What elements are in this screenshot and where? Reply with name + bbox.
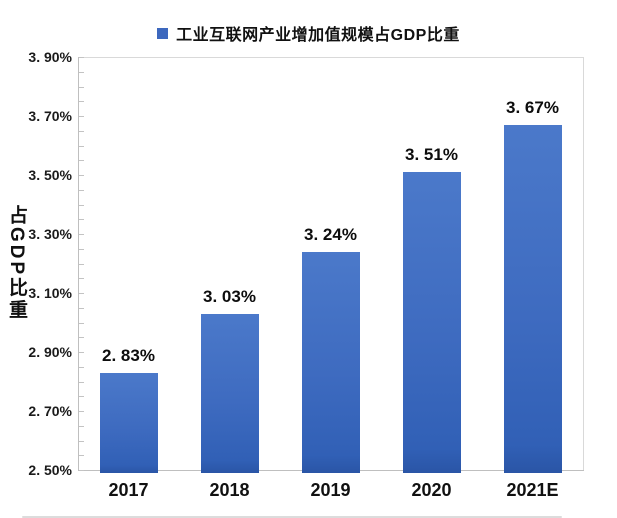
- x-tick-label-2019: 2019: [310, 480, 351, 500]
- bar-2021E: [503, 124, 562, 473]
- y-axis-minor-tick: [79, 87, 84, 88]
- y-tick-label: 2. 90%: [28, 344, 72, 360]
- y-axis-minor-tick: [79, 293, 84, 294]
- x-tick-label-2017: 2017: [108, 480, 149, 500]
- x-tick-label-2020: 2020: [411, 480, 452, 500]
- y-tick-label: 3. 70%: [28, 108, 72, 124]
- legend-label: 工业互联网产业增加值规模占GDP比重: [176, 27, 460, 44]
- y-axis-minor-tick: [79, 190, 84, 191]
- data-label-2018: 3. 03%: [203, 286, 256, 306]
- bar-2020: [402, 172, 461, 473]
- y-axis-minor-tick: [79, 219, 84, 220]
- data-label-2017: 2. 83%: [102, 345, 155, 365]
- y-axis-line: [78, 57, 79, 470]
- y-axis-minor-tick: [79, 396, 84, 397]
- plot-right-border: [583, 57, 584, 470]
- y-axis-minor-tick: [79, 308, 84, 309]
- y-axis-minor-tick: [79, 352, 84, 353]
- y-axis-minor-tick: [79, 72, 84, 73]
- y-tick-label: 2. 70%: [28, 403, 72, 419]
- data-label-2020: 3. 51%: [405, 145, 458, 165]
- y-axis-minor-tick: [79, 57, 84, 58]
- y-axis-minor-tick: [79, 426, 84, 427]
- y-axis-minor-tick: [79, 411, 84, 412]
- y-axis-minor-tick: [79, 101, 84, 102]
- y-axis-minor-tick: [79, 367, 84, 368]
- bar-2019: [301, 251, 360, 473]
- bar-2018: [200, 313, 259, 473]
- plot-top-border: [78, 57, 583, 58]
- x-tick-label-2021E: 2021E: [506, 480, 559, 500]
- y-tick-label: 3. 30%: [28, 226, 72, 242]
- y-axis-minor-tick: [79, 175, 84, 176]
- y-axis-minor-tick: [79, 264, 84, 265]
- y-axis-minor-tick: [79, 337, 84, 338]
- y-axis-minor-tick: [79, 234, 84, 235]
- y-axis-minor-tick: [79, 470, 84, 471]
- legend: 工业互联网产业增加值规模占GDP比重: [0, 21, 617, 45]
- bar-2017: [99, 372, 158, 473]
- x-tick-label-2018: 2018: [209, 480, 250, 500]
- y-axis-minor-tick: [79, 116, 84, 117]
- y-tick-label: 2. 50%: [28, 462, 72, 478]
- y-axis-minor-tick: [79, 131, 84, 132]
- data-label-2019: 3. 24%: [304, 224, 357, 244]
- legend-marker-icon: [157, 27, 169, 39]
- y-axis-minor-tick: [79, 160, 84, 161]
- y-tick-label: 3. 90%: [28, 49, 72, 65]
- y-tick-label: 3. 10%: [28, 285, 72, 301]
- data-label-2021E: 3. 67%: [506, 97, 559, 117]
- y-axis-minor-tick: [79, 323, 84, 324]
- y-axis-minor-tick: [79, 455, 84, 456]
- bottom-shadow: [22, 516, 562, 518]
- y-tick-label: 3. 50%: [28, 167, 72, 183]
- y-axis-minor-tick: [79, 205, 84, 206]
- y-axis-minor-tick: [79, 249, 84, 250]
- y-axis-minor-tick: [79, 146, 84, 147]
- y-axis-title: 占GDP比重: [6, 205, 27, 322]
- y-axis-minor-tick: [79, 278, 84, 279]
- y-axis-minor-tick: [79, 382, 84, 383]
- y-axis-minor-tick: [79, 441, 84, 442]
